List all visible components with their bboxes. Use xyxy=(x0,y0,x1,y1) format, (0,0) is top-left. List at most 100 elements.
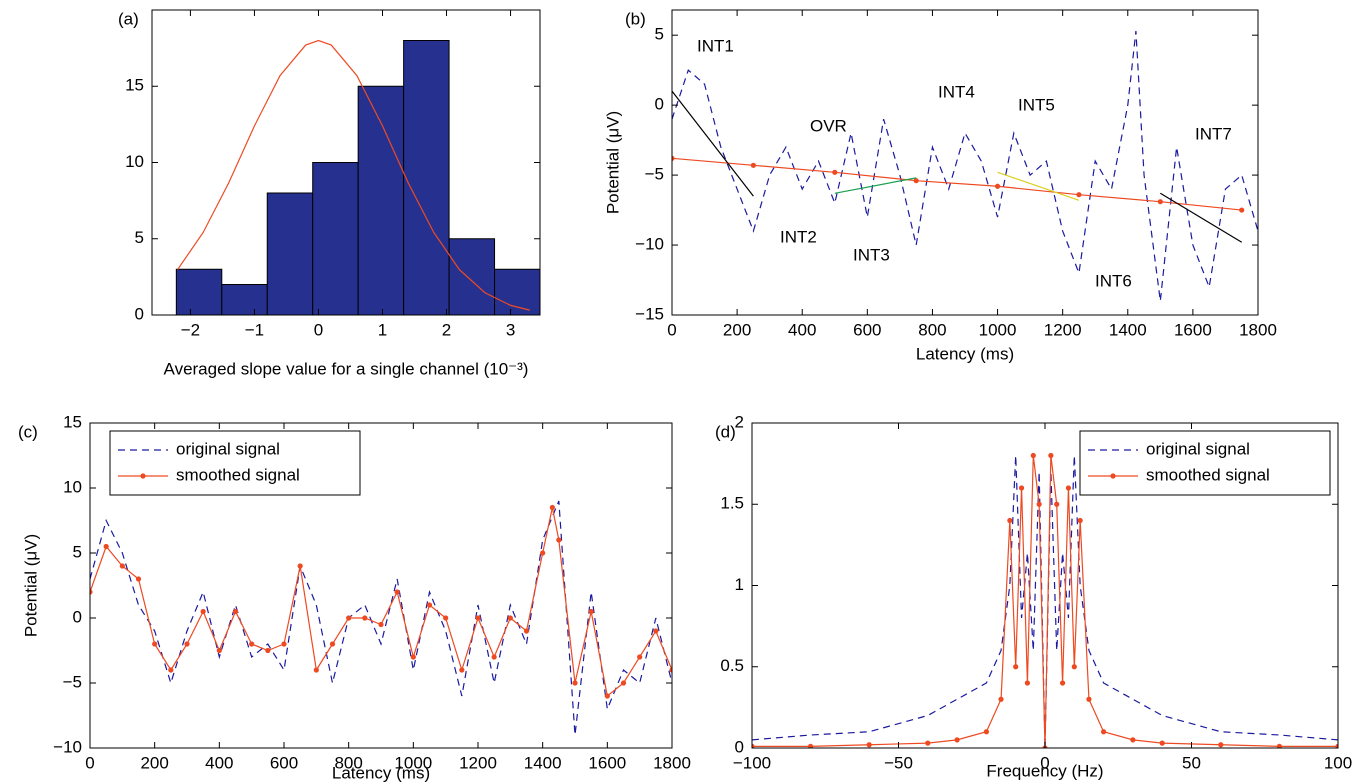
x-tick-label: 0 xyxy=(85,753,94,772)
legend-box xyxy=(109,430,361,496)
y-tick-label: −10 xyxy=(53,737,82,756)
y-tick-label: 5 xyxy=(135,228,144,247)
y-tick-label: 2 xyxy=(735,412,744,431)
x-tick-label: 1400 xyxy=(1109,320,1147,339)
bar xyxy=(175,268,223,315)
legend-label: smoothed signal xyxy=(1146,465,1270,484)
series-marker xyxy=(1071,664,1077,670)
x-tick-label: 0 xyxy=(314,320,323,339)
bar xyxy=(266,192,314,315)
series-marker xyxy=(808,743,814,748)
series-marker xyxy=(1024,680,1031,686)
series-marker xyxy=(588,608,594,615)
x-axis-label: Latency (ms) xyxy=(332,763,430,782)
series-marker xyxy=(1007,517,1013,524)
series-marker xyxy=(1054,501,1060,507)
series-marker xyxy=(1157,199,1163,205)
x-tick-label: 1000 xyxy=(979,320,1017,339)
series-marker xyxy=(1076,192,1082,198)
x-tick-label: −2 xyxy=(181,320,200,339)
y-tick-label: 15 xyxy=(63,412,82,431)
x-tick-label: 1600 xyxy=(1174,320,1212,339)
legend-label: original signal xyxy=(1146,439,1250,458)
series-line xyxy=(752,455,1338,748)
series-marker xyxy=(443,615,449,621)
y-tick-label: 0 xyxy=(655,95,664,114)
series-marker xyxy=(1048,452,1054,459)
y-axis-label: Potential (μV) xyxy=(603,111,622,214)
series-marker xyxy=(346,615,352,621)
series-marker xyxy=(394,589,400,595)
series-marker xyxy=(954,737,960,743)
series-marker xyxy=(983,729,990,735)
y-tick-label: 0 xyxy=(73,607,82,626)
series-marker xyxy=(1030,452,1036,459)
series-marker xyxy=(604,693,610,699)
x-tick-label: 1200 xyxy=(1044,320,1082,339)
annotation: INT4 xyxy=(938,82,975,101)
series-marker xyxy=(362,615,368,621)
series-marker xyxy=(994,183,1001,189)
x-axis-label: Latency (ms) xyxy=(916,344,1014,363)
series-marker xyxy=(549,504,555,511)
series-marker xyxy=(249,641,255,647)
series-marker xyxy=(232,608,239,615)
series-marker xyxy=(572,680,578,686)
y-tick-label: 10 xyxy=(63,477,82,496)
x-axis-label: Averaged slope value for a single channe… xyxy=(164,359,529,378)
series-marker xyxy=(184,641,190,647)
axes-frame xyxy=(89,422,673,749)
series-marker xyxy=(135,576,142,582)
series-marker xyxy=(1077,517,1083,524)
fit-curve xyxy=(177,39,530,311)
x-tick-label: 1400 xyxy=(524,753,562,772)
series-marker xyxy=(1059,680,1066,686)
x-tick-label: −100 xyxy=(733,753,771,772)
series-marker xyxy=(523,628,530,634)
annotation: INT1 xyxy=(697,36,734,55)
x-tick-label: 1800 xyxy=(1239,320,1277,339)
y-tick-label: 0.5 xyxy=(720,656,744,675)
series-marker xyxy=(200,608,206,615)
series-marker xyxy=(1065,485,1072,491)
x-tick-label: 0 xyxy=(667,320,676,339)
x-tick-label: 1000 xyxy=(394,753,432,772)
bar xyxy=(448,238,496,315)
annotation: OVR xyxy=(810,116,847,135)
series-line xyxy=(997,171,1080,201)
legend-marker xyxy=(140,473,146,479)
x-tick-label: 400 xyxy=(205,753,233,772)
legend-marker xyxy=(1110,473,1116,479)
series-marker xyxy=(925,740,931,746)
series-marker xyxy=(653,628,659,634)
panel-label: (d) xyxy=(715,422,736,441)
y-tick-label: 5 xyxy=(655,25,664,44)
x-tick-label: −1 xyxy=(245,320,264,339)
series-marker xyxy=(620,680,627,686)
series-line xyxy=(834,177,917,194)
panel-label: (b) xyxy=(625,9,646,28)
series-line xyxy=(672,90,754,197)
series-marker xyxy=(1018,485,1025,491)
annotation: INT7 xyxy=(1195,124,1232,143)
x-tick-label: 600 xyxy=(853,320,881,339)
x-tick-label: 3 xyxy=(506,320,515,339)
series-marker xyxy=(119,563,125,569)
series-marker xyxy=(313,667,319,673)
series-marker xyxy=(491,654,497,660)
series-line xyxy=(90,500,672,736)
series-marker xyxy=(556,537,562,543)
series-marker xyxy=(459,667,465,673)
series-marker xyxy=(168,667,174,673)
x-tick-label: 600 xyxy=(270,753,298,772)
series-marker xyxy=(637,654,643,660)
series-marker xyxy=(832,169,838,175)
annotation: INT2 xyxy=(780,227,817,246)
x-tick-label: 1800 xyxy=(653,753,691,772)
series-marker xyxy=(426,602,433,608)
series-marker xyxy=(1130,737,1136,743)
x-tick-label: 50 xyxy=(1182,753,1201,772)
y-tick-label: 1.5 xyxy=(720,494,744,513)
bar xyxy=(494,268,540,315)
